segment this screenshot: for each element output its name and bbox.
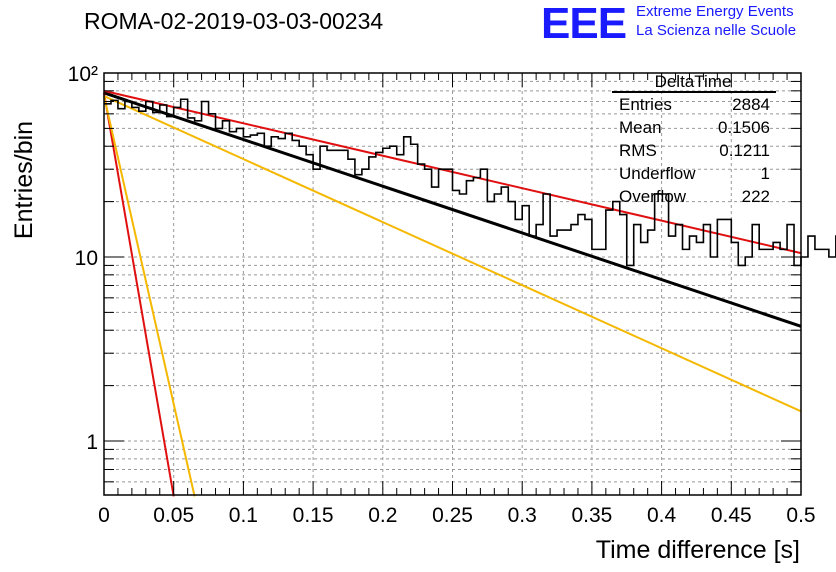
- x-axis-label: Time difference [s]: [596, 536, 800, 564]
- histogram-steps: [104, 98, 836, 267]
- logo-line-1: Extreme Energy Events: [636, 3, 794, 20]
- x-tick-label: 0.05: [153, 504, 194, 527]
- histogram-layer: [104, 98, 836, 267]
- x-tick-label: 0.1: [229, 504, 258, 527]
- fit-line-0: [103, 91, 802, 328]
- stats-value: 2884: [732, 95, 770, 114]
- stats-label: Overflow: [619, 187, 687, 206]
- x-tick-label: 0.3: [508, 504, 537, 527]
- x-tick-label: 0.45: [711, 504, 752, 527]
- stats-label: Entries: [619, 95, 672, 114]
- x-tick-label: 0.5: [786, 504, 815, 527]
- x-tick-label: 0.15: [293, 504, 334, 527]
- stats-value: 0.1211: [719, 141, 770, 160]
- plot-title: ROMA-02-2019-03-03-00234: [84, 8, 384, 34]
- logo-line-2: La Scienza nelle Scuole: [636, 22, 797, 39]
- fit-line-4: [103, 95, 196, 497]
- x-tick-label: 0.25: [432, 504, 473, 527]
- stats-value: 1: [761, 164, 770, 183]
- x-tick-label: 0.4: [647, 504, 677, 527]
- grid: [104, 73, 801, 495]
- stats-box: DeltaTime Entries 2884 Mean 0.1506 RMS 0…: [612, 72, 776, 206]
- stats-label: RMS: [619, 141, 657, 160]
- fit-line-3: [103, 95, 802, 413]
- stats-title: DeltaTime: [655, 72, 732, 91]
- x-tick-label: 0.35: [571, 504, 612, 527]
- stats-label: Mean: [619, 118, 662, 137]
- x-tick-label: 0.2: [368, 504, 397, 527]
- eee-logo: EEE: [541, 0, 627, 48]
- y-tick-label: 10²: [68, 63, 98, 86]
- x-tick-label: 0: [98, 504, 110, 527]
- stats-value: 222: [742, 187, 770, 206]
- y-tick-label: 10: [75, 247, 98, 270]
- stats-value: 0.1506: [718, 118, 770, 137]
- fit-line-2: [103, 92, 175, 497]
- y-tick-label: 1: [86, 431, 98, 454]
- y-axis-label: Entries/bin: [10, 121, 38, 239]
- stats-label: Underflow: [619, 164, 696, 183]
- ticks: 0 0.05 0.1 0.15 0.2 0.25 0.3 0.35 0.4 0.45 0.5 10² 1…: [68, 63, 816, 527]
